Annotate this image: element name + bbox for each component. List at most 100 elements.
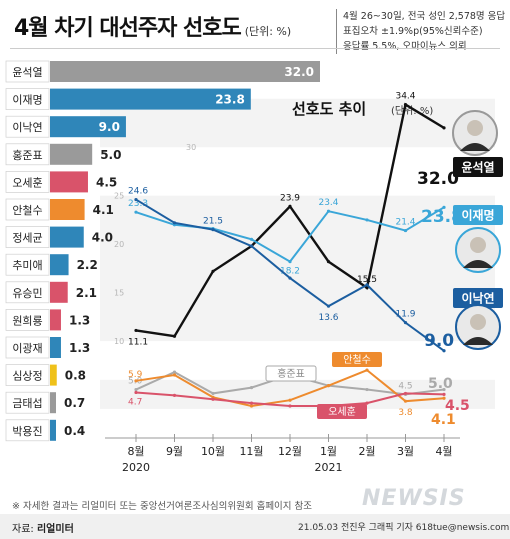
bar-value-label-0: 32.0 [284, 65, 314, 79]
bar-오세훈 [50, 171, 88, 193]
series-value-이낙연-7: 11.9 [395, 310, 415, 320]
x-tick-label-1: 9월 [166, 445, 183, 458]
series-value-이재명-5: 23.4 [318, 198, 338, 208]
series-end-value-안철수: 4.1 [431, 412, 456, 428]
series-point-홍준표-2 [211, 391, 215, 396]
series-point-안철수-0 [134, 379, 138, 383]
avatar-head-윤석열 [467, 120, 483, 136]
bar-원희룡 [50, 309, 61, 331]
bar-value-label-6: 4.0 [92, 231, 113, 245]
x-tick-label-3: 11월 [239, 445, 263, 458]
bar-category-label-12: 금태섭 [12, 397, 42, 410]
series-point-오세훈-2 [211, 397, 215, 401]
y-tick-label-25: 25 [114, 192, 124, 201]
bar-유승민 [50, 281, 68, 303]
series-point-이낙연-0 [134, 197, 138, 202]
series-value-오세훈-0: 4.7 [128, 397, 142, 407]
bar-label-box-박용진 [5, 419, 50, 442]
badge-label-이낙연: 이낙연 [461, 291, 494, 306]
source-label: 자료: [12, 524, 34, 535]
x-tick-label-8: 4월 [435, 445, 452, 458]
bar-심상정 [50, 364, 57, 386]
series-point-이재명-8 [442, 205, 446, 209]
series-point-이낙연-1 [172, 221, 177, 225]
badge-label-이재명: 이재명 [461, 208, 494, 223]
series-point-오세훈-3 [249, 401, 254, 405]
series-end-value-이재명: 23.8 [421, 207, 463, 227]
avatar-body-이낙연 [463, 337, 493, 345]
series-value-윤석열-7: 34.4 [395, 92, 415, 102]
bar-label-box-홍준표 [5, 143, 50, 166]
bar-value-label-2: 9.0 [99, 120, 120, 134]
series-point-안철수-6 [365, 368, 369, 372]
series-point-윤석열-0 [134, 328, 138, 333]
bar-category-label-13: 박용진 [12, 425, 42, 438]
series-point-안철수-8 [442, 396, 446, 400]
series-point-이낙연-5 [326, 304, 331, 308]
avatar-body-이재명 [463, 260, 493, 268]
bar-label-box-안철수 [5, 198, 50, 221]
x-tick-label-0: 8월 [127, 445, 144, 458]
survey-info-error: 표집오차 ±1.9%p(95%신뢰수준) [343, 26, 483, 37]
badge-label-홍준표: 홍준표 [277, 367, 305, 380]
series-point-이재명-3 [249, 237, 254, 241]
x-tick-label-7: 3월 [397, 445, 414, 458]
series-end-value-윤석열: 32.0 [417, 169, 459, 189]
bar-value-label-12: 0.7 [64, 396, 85, 410]
line-chart-title: 선호도 추이 [292, 100, 366, 118]
series-value-윤석열-4: 23.9 [280, 193, 300, 203]
bar-홍준표 [50, 143, 93, 165]
badge-이낙연 [453, 288, 503, 308]
series-value-이재명-7: 21.4 [395, 218, 415, 228]
bar-category-label-6: 정세균 [12, 232, 42, 245]
bar-value-label-5: 4.1 [93, 203, 114, 217]
badge-윤석열 [453, 157, 503, 177]
bar-label-box-윤석열 [5, 60, 50, 83]
badge-label-안철수: 안철수 [343, 354, 371, 366]
bar-윤석열 [50, 61, 320, 82]
series-point-안철수-1 [172, 373, 177, 377]
series-point-안철수-3 [249, 404, 254, 408]
y-tick-label-10: 10 [114, 337, 124, 346]
series-value-윤석열-0: 11.1 [128, 337, 148, 347]
bar-label-box-금태섭 [5, 391, 50, 414]
bar-category-label-3: 홍준표 [12, 148, 42, 162]
badge-label-윤석열: 윤석열 [461, 160, 494, 175]
series-point-안철수-7 [403, 399, 408, 403]
bar-value-label-11: 0.8 [65, 369, 86, 383]
series-end-value-이낙연: 9.0 [424, 331, 454, 351]
series-end-value-홍준표: 5.0 [428, 376, 453, 392]
x-tick-label-5: 1월 [320, 445, 337, 458]
avatar-head-이재명 [470, 237, 486, 253]
badge-이재명 [453, 205, 503, 225]
year-label-2021: 2021 [315, 461, 343, 474]
footer-note: ※ 자세한 결과는 리얼미터 또는 중앙선거여론조사심의위원회 홈페이지 참조 [12, 501, 313, 512]
bar-category-label-11: 심상정 [12, 370, 42, 383]
series-point-이재명-5 [326, 209, 331, 213]
bar-label-box-오세훈 [5, 171, 50, 193]
series-point-홍준표-1 [172, 370, 177, 374]
bar-추미애 [50, 254, 69, 276]
series-point-윤석열-5 [326, 260, 331, 264]
badge-홍준표 [265, 365, 317, 382]
bar-category-label-8: 유승민 [12, 287, 42, 300]
series-value-이낙연-5: 13.6 [318, 313, 338, 323]
survey-info-response: 응답률 5.5%, 오마이뉴스 의뢰 [343, 41, 467, 52]
badge-오세훈 [317, 404, 367, 419]
series-point-윤석열-7 [403, 102, 408, 107]
series-point-오세훈-1 [172, 393, 177, 397]
bar-label-box-이재명 [5, 88, 50, 110]
survey-info: 4월 26~30일, 전국 성인 2,578명 응답 표집오차 ±1.9%p(9… [336, 9, 510, 54]
bar-label-box-심상정 [5, 364, 50, 386]
bar-label-box-이낙연 [5, 115, 50, 138]
credit: 21.05.03 전진우 그래픽 기자 618tue@newsis.com [298, 523, 510, 533]
series-value-이재명-0: 23.3 [128, 199, 148, 209]
bar-category-label-5: 안철수 [12, 204, 42, 217]
watermark-logo: NEWSIS [362, 486, 466, 511]
bar-이낙연 [50, 116, 126, 138]
avatar-head-이낙연 [470, 314, 486, 330]
series-point-오세훈-6 [365, 401, 369, 405]
bar-category-label-2: 이낙연 [12, 121, 42, 134]
series-value-윤석열-6: 15.5 [357, 275, 377, 285]
bar-value-label-13: 0.4 [64, 424, 85, 438]
